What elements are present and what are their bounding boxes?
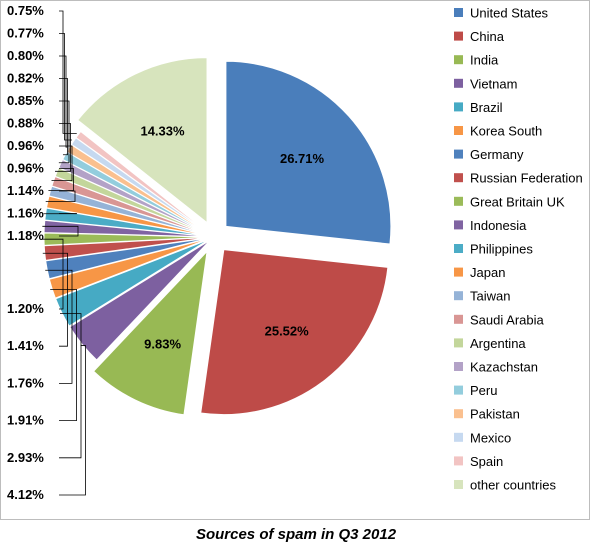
leader-line-great-britain-uk xyxy=(42,238,64,310)
legend-swatch-kazachstan xyxy=(454,362,463,371)
leader-line-brazil xyxy=(59,313,82,459)
data-label-korea-south: 1.91% xyxy=(7,413,44,428)
data-label-philippines: 1.16% xyxy=(7,206,44,221)
legend-label-mexico: Mexico xyxy=(470,430,511,445)
pie-slice-korea-south xyxy=(48,238,210,299)
legend-label-kazachstan: Kazachstan xyxy=(470,360,538,375)
leader-line-japan xyxy=(45,190,76,202)
data-label-other-countries: 14.33% xyxy=(140,123,185,138)
data-label-taiwan: 0.96% xyxy=(7,161,44,176)
pie-slice-brazil xyxy=(55,238,210,327)
data-label-argentina: 0.88% xyxy=(7,116,44,131)
legend-swatch-argentina xyxy=(454,338,463,348)
legend-swatch-germany xyxy=(454,149,463,159)
legend-label-united-states: United States xyxy=(470,6,549,21)
leader-line-saudi-arabia xyxy=(51,145,73,181)
data-label-brazil: 2.93% xyxy=(7,450,44,465)
legend-swatch-saudi-arabia xyxy=(454,314,463,324)
leader-line-pakistan xyxy=(59,55,68,148)
data-label-japan: 1.14% xyxy=(7,183,44,198)
legend-swatch-vietnam xyxy=(454,78,463,88)
leader-line-russian-federation xyxy=(42,252,68,347)
legend-label-russian-federation: Russian Federation xyxy=(470,171,583,186)
data-label-pakistan: 0.80% xyxy=(7,48,44,63)
data-label-indonesia: 1.18% xyxy=(7,228,44,243)
leader-line-peru xyxy=(59,78,68,156)
leader-line-vietnam xyxy=(59,345,86,496)
pie-slice-vietnam xyxy=(69,239,211,361)
data-label-vietnam: 4.12% xyxy=(7,487,44,502)
legend-swatch-pakistan xyxy=(454,409,463,419)
legend-swatch-japan xyxy=(454,267,463,277)
legend-label-saudi-arabia: Saudi Arabia xyxy=(470,312,544,327)
legend-swatch-peru xyxy=(454,385,463,395)
legend-label-philippines: Philippines xyxy=(470,242,533,257)
legend-label-japan: Japan xyxy=(470,265,505,280)
data-label-saudi-arabia: 0.96% xyxy=(7,138,44,153)
pie-slice-other-countries xyxy=(77,57,208,224)
leader-line-taiwan xyxy=(48,168,74,191)
data-label-mexico: 0.77% xyxy=(7,26,44,41)
legend-swatch-united-states xyxy=(454,8,463,17)
legend-label-spain: Spain xyxy=(470,454,503,469)
legend-swatch-taiwan xyxy=(454,291,463,301)
pie-chart: 26.71% 25.52% 9.83% 14.33% 0.75% 0.77% 0.80% 0.… xyxy=(7,3,583,502)
legend-label-pakistan: Pakistan xyxy=(470,407,520,422)
legend-swatch-philippines xyxy=(454,244,463,253)
legend-label-india: India xyxy=(470,53,499,68)
data-label-russian-federation: 1.41% xyxy=(7,338,44,353)
legend-swatch-india xyxy=(454,55,463,65)
leader-line-indonesia xyxy=(42,225,79,237)
legend-swatch-russian-federation xyxy=(454,173,463,183)
leader-line-mexico xyxy=(59,33,72,141)
legend-swatch-other-countries xyxy=(454,480,463,489)
data-label-china: 25.52% xyxy=(265,323,310,338)
data-label-germany: 1.76% xyxy=(7,375,44,390)
leader-line-korea-south xyxy=(50,289,77,422)
legend-label-argentina: Argentina xyxy=(470,336,526,351)
pie-slice-spain xyxy=(75,130,211,235)
legend-swatch-great-britain-uk xyxy=(454,196,463,206)
legend-swatch-indonesia xyxy=(454,220,463,230)
pie-slice-china xyxy=(200,249,389,416)
data-label-spain: 0.75% xyxy=(7,3,44,18)
legend-swatch-brazil xyxy=(454,102,463,112)
data-label-peru: 0.82% xyxy=(7,71,44,86)
legend-label-peru: Peru xyxy=(470,383,497,398)
pie-slice-india xyxy=(92,249,208,416)
data-label-india: 9.83% xyxy=(144,337,181,352)
legend-label-indonesia: Indonesia xyxy=(470,218,527,233)
data-label-great-britain-uk: 1.20% xyxy=(7,301,44,316)
legend-label-great-britain-uk: Great Britain UK xyxy=(470,194,565,209)
data-label-united-states: 26.71% xyxy=(280,151,325,166)
legend-label-korea-south: Korea South xyxy=(470,124,542,139)
legend-label-brazil: Brazil xyxy=(470,100,503,115)
legend-swatch-korea-south xyxy=(454,126,463,135)
leader-line-germany xyxy=(45,269,73,384)
data-label-kazachstan: 0.85% xyxy=(7,93,44,108)
chart-frame: 26.71% 25.52% 9.83% 14.33% 0.75% 0.77% 0.80% 0.… xyxy=(0,0,590,520)
pie-slice-united-states xyxy=(225,60,392,245)
legend-label-taiwan: Taiwan xyxy=(470,289,510,304)
legend-label-china: China xyxy=(470,29,505,44)
legend-label-germany: Germany xyxy=(470,147,524,162)
legend-swatch-china xyxy=(454,31,463,41)
leader-line-spain xyxy=(59,10,77,134)
legend-label-vietnam: Vietnam xyxy=(470,76,517,91)
chart-title: Sources of spam in Q3 2012 xyxy=(195,526,397,543)
leader-line-argentina xyxy=(55,123,71,172)
legend-swatch-mexico xyxy=(454,432,463,442)
legend-swatch-spain xyxy=(454,456,463,466)
leader-line-kazachstan xyxy=(58,100,70,164)
legend-label-other-countries: other countries xyxy=(470,478,556,493)
